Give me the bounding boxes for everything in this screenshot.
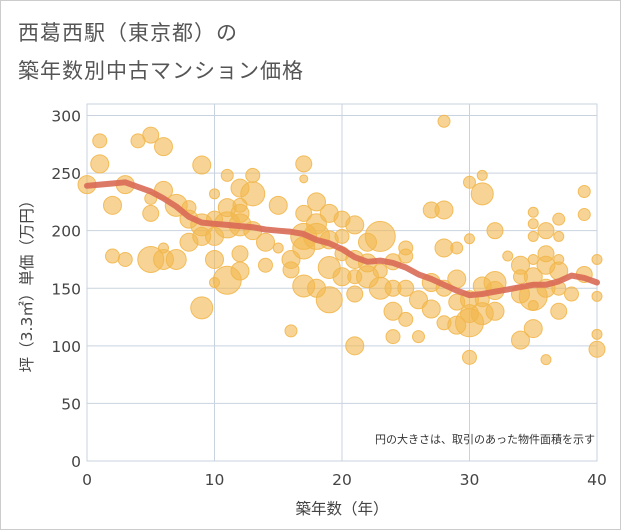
bubble-point (398, 248, 414, 264)
bubble-point (552, 212, 566, 226)
bubble-point (295, 204, 313, 222)
bubble-point (192, 155, 212, 175)
bubble-point (463, 175, 476, 189)
bubble-point (591, 328, 603, 340)
bubble-point (462, 349, 477, 365)
bubble-point (258, 257, 273, 273)
bubble-point (398, 311, 414, 327)
bubble-point (450, 241, 464, 255)
x-tick-label: 30 (460, 471, 480, 489)
bubble-point (256, 232, 275, 252)
bubble-point (209, 188, 220, 200)
bubble-point (527, 253, 539, 265)
bubble-point (205, 249, 224, 269)
y-tick-label: 100 (51, 338, 81, 356)
x-tick-label: 40 (587, 471, 607, 489)
bubble-point (527, 218, 539, 230)
bubble-point (346, 285, 364, 303)
bubble-point (231, 245, 249, 263)
bubble-point (397, 279, 415, 297)
bubble-point (142, 204, 160, 222)
bubble-point (103, 195, 122, 215)
bubble-point (220, 168, 234, 182)
x-tick-label: 20 (332, 471, 352, 489)
bubble-point (334, 228, 350, 244)
bubble-point (307, 192, 326, 212)
bubble-point (464, 233, 475, 245)
bubble-point (591, 253, 603, 265)
bubble-point (527, 300, 539, 312)
bubble-point (230, 261, 250, 281)
bubble-point (245, 167, 261, 183)
bubble-point (282, 261, 300, 279)
bubble-point (299, 174, 309, 184)
bubble-point (364, 220, 396, 252)
bubble-point (588, 340, 606, 358)
bubble-point (90, 154, 110, 174)
y-axis-label: 坪（3.3㎡）単価（万円） (18, 193, 36, 373)
bubble-point (527, 230, 539, 242)
bubble-point (117, 251, 133, 267)
bubble-point (577, 185, 591, 199)
bubble-point (470, 182, 494, 206)
bubble-point (284, 324, 298, 338)
bubble-point (564, 286, 579, 302)
axis-ticks: 0 10 20 30 40 0 50 100 150 200 250 300 (51, 108, 606, 489)
grid-lines (86, 103, 598, 462)
bubble-point (527, 206, 539, 218)
bubble-point (105, 248, 120, 264)
y-tick-label: 150 (51, 280, 81, 298)
y-tick-label: 250 (51, 165, 81, 183)
bubble-point (240, 181, 266, 207)
y-tick-label: 50 (61, 395, 81, 413)
bubble-point (383, 301, 403, 321)
bubble-point (154, 137, 173, 157)
bubble-point (434, 200, 454, 220)
bubble-point (502, 250, 514, 262)
bubble-point (421, 299, 441, 319)
x-tick-label: 10 (205, 471, 225, 489)
bubble-point (553, 230, 565, 242)
bubble-point (550, 302, 568, 320)
chart-title-line2: 築年数別中古マンション価格 (18, 59, 304, 83)
bubble-point (190, 296, 214, 320)
bubble-size-note: 円の大きさは、取引のあった物件面積を示す (375, 432, 595, 446)
bubble-layer (77, 114, 606, 366)
y-tick-label: 300 (51, 108, 81, 126)
x-tick-label: 0 (82, 471, 92, 489)
bubble-point (372, 263, 388, 279)
bubble-point (591, 290, 603, 302)
bubble-point (476, 169, 488, 181)
bubble-point (409, 290, 428, 310)
bubble-point (486, 222, 504, 240)
bubble-point (485, 301, 505, 321)
y-tick-label: 0 (71, 453, 81, 471)
bubble-point (345, 215, 365, 235)
bubble-point (272, 242, 284, 254)
bubble-point (92, 133, 108, 149)
bubble-point (412, 330, 425, 344)
bubble-point (385, 329, 401, 345)
bubble-point (537, 222, 555, 240)
bubble-point (540, 354, 552, 366)
bubble-point (345, 336, 365, 356)
bubble-point (577, 208, 591, 222)
bubble-point (523, 319, 543, 339)
y-tick-label: 200 (51, 223, 81, 241)
x-axis-label: 築年数（年） (295, 500, 388, 518)
bubble-point (268, 195, 288, 215)
bubble-point (437, 114, 451, 128)
chart-title-line1: 西葛西駅（東京都）の (18, 21, 238, 45)
bubble-point (165, 248, 187, 270)
bubble-point (511, 330, 530, 350)
trend-line (84, 179, 600, 299)
bubble-point (315, 286, 343, 314)
bubble-point (142, 126, 160, 144)
bubble-point (295, 155, 313, 173)
